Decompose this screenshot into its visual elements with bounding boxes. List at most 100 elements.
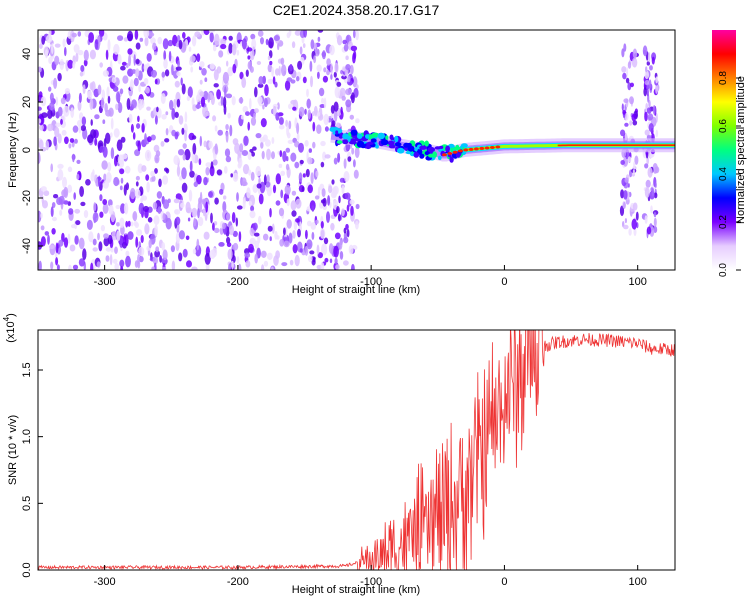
spectrogram-noise-speck: [312, 141, 316, 149]
spectrogram-noise-speck: [49, 244, 55, 249]
spectrogram-noise-speck: [350, 205, 354, 216]
spectrogram-noise-speck: [226, 60, 229, 67]
spectrogram-noise-speck: [57, 169, 64, 181]
signal-blob: [389, 134, 394, 140]
spectrogram-noise-speck: [105, 109, 112, 117]
spectrogram-noise-speck: [258, 215, 262, 225]
spectrogram-noise-speck: [623, 98, 629, 103]
snr-y-scale-prefix: (x10: [5, 321, 17, 342]
spectrogram-noise-speck: [226, 212, 231, 221]
spectrogram-noise-speck: [653, 217, 657, 227]
spectrogram-noise-speck: [243, 135, 249, 146]
spectrogram-noise-speck: [249, 98, 252, 110]
spectrogram-noise-speck: [92, 238, 97, 246]
spectrogram-noise-speck: [180, 77, 183, 86]
spectrogram-noise-speck: [53, 194, 59, 199]
spectrogram-noise-speck: [189, 170, 195, 178]
signal-blob: [445, 145, 450, 153]
spectrogram-noise-speck: [647, 167, 653, 178]
spectrogram-noise-speck: [83, 210, 89, 218]
spectrogram-noise-speck: [629, 120, 633, 126]
spectrogram-noise-speck: [134, 149, 141, 157]
spectrogram-noise-speck: [145, 174, 150, 181]
spectrogram-noise-speck: [168, 50, 172, 62]
colorbar-label: Normalized spectral amplitude: [735, 76, 747, 224]
spectrogram-noise-speck: [302, 173, 306, 178]
spectrogram-noise-speck: [127, 231, 134, 240]
spectrogram-noise-speck: [323, 67, 327, 73]
spectrogram-noise-speck: [302, 76, 307, 84]
spectrogram-noise-speck: [182, 248, 188, 258]
spectrogram-noise-speck: [143, 30, 150, 39]
spectrogram-noise-speck: [104, 103, 108, 113]
spectrogram-noise-speck: [161, 71, 166, 78]
spectrogram-noise-speck: [351, 147, 355, 155]
spectrogram-noise-speck: [334, 257, 338, 265]
spectrogram-marks: [38, 30, 675, 270]
snr-x-tick-label: 0: [501, 576, 507, 588]
spectrogram-noise-speck: [232, 242, 239, 251]
spectrogram-noise-speck: [48, 86, 52, 92]
spectrogram-noise-speck: [235, 217, 238, 227]
spectrogram-noise-speck: [277, 102, 280, 110]
spectrogram-noise-speck: [128, 54, 132, 67]
signal-blob: [368, 134, 375, 139]
signal-red-blob: [484, 146, 490, 150]
spectrogram-noise-speck: [349, 199, 355, 205]
spectrogram-noise-speck: [181, 127, 185, 135]
spectrogram-noise-speck: [113, 43, 120, 55]
spectrogram-noise-speck: [220, 43, 227, 50]
spectrogram-noise-speck: [94, 39, 99, 50]
spectrogram-noise-speck: [119, 259, 125, 268]
spectrogram-noise-speck: [309, 60, 313, 72]
spectrogram-noise-speck: [173, 198, 180, 204]
spectrogram-noise-speck: [117, 35, 124, 41]
spectrogram-noise-speck: [218, 50, 224, 58]
spectrogram-noise-speck: [324, 154, 331, 159]
spectrogram-noise-speck: [172, 34, 178, 47]
spectrogram-noise-speck: [310, 75, 313, 88]
spectrogram-noise-speck: [296, 132, 300, 142]
spectrogram-noise-speck: [50, 261, 54, 270]
spectrogram-noise-speck: [258, 76, 264, 85]
spectrogram-noise-speck: [294, 254, 300, 267]
spectrogram-noise-speck: [321, 97, 325, 104]
spectrogram-noise-speck: [53, 77, 58, 89]
spectrogram-noise-speck: [144, 86, 150, 94]
spectrogram-noise-speck: [329, 258, 333, 264]
spectrogram-noise-speck: [147, 136, 152, 143]
spectrogram-noise-speck: [294, 30, 302, 36]
spectrogram-noise-speck: [127, 30, 134, 42]
spectrogram-noise-speck: [96, 261, 101, 268]
spectrogram-noise-speck: [241, 77, 247, 89]
spectrogram-noise-speck: [41, 112, 48, 118]
spectrogram-noise-speck: [627, 156, 632, 163]
spectrogram-noise-speck: [254, 253, 258, 264]
signal-blob: [451, 152, 457, 159]
spectrogram-noise-speck: [209, 32, 214, 43]
spectrogram-noise-speck: [154, 168, 158, 174]
spectrogram-noise-speck: [288, 120, 292, 130]
spectrogram-noise-speck: [332, 186, 338, 198]
spectrogram-noise-speck: [225, 124, 229, 131]
spectrogram-noise-speck: [97, 35, 101, 47]
spectrogram-noise-speck: [230, 173, 233, 178]
spectrogram-noise-speck: [262, 104, 265, 110]
spectrogram-noise-speck: [178, 175, 183, 181]
spectrogram-noise-speck: [213, 83, 219, 88]
spectrogram-noise-speck: [321, 188, 326, 198]
spectrogram-noise-speck: [88, 32, 94, 43]
spectrogram-noise-speck: [103, 173, 107, 182]
spectrogram-x-tick-label: -300: [94, 276, 116, 288]
spectrogram-noise-speck: [92, 212, 99, 223]
spectrogram-noise-speck: [317, 186, 321, 199]
spectrogram-noise-speck: [322, 197, 327, 207]
spectrogram-noise-speck: [320, 221, 324, 229]
spectrogram-noise-speck: [337, 152, 341, 163]
spectrogram-noise-speck: [304, 108, 307, 115]
spectrogram-noise-speck: [59, 58, 65, 71]
spectrogram-noise-speck: [646, 88, 649, 97]
colorbar-tick-label: 0.0: [718, 263, 729, 277]
spectrogram-noise-speck: [184, 148, 191, 161]
